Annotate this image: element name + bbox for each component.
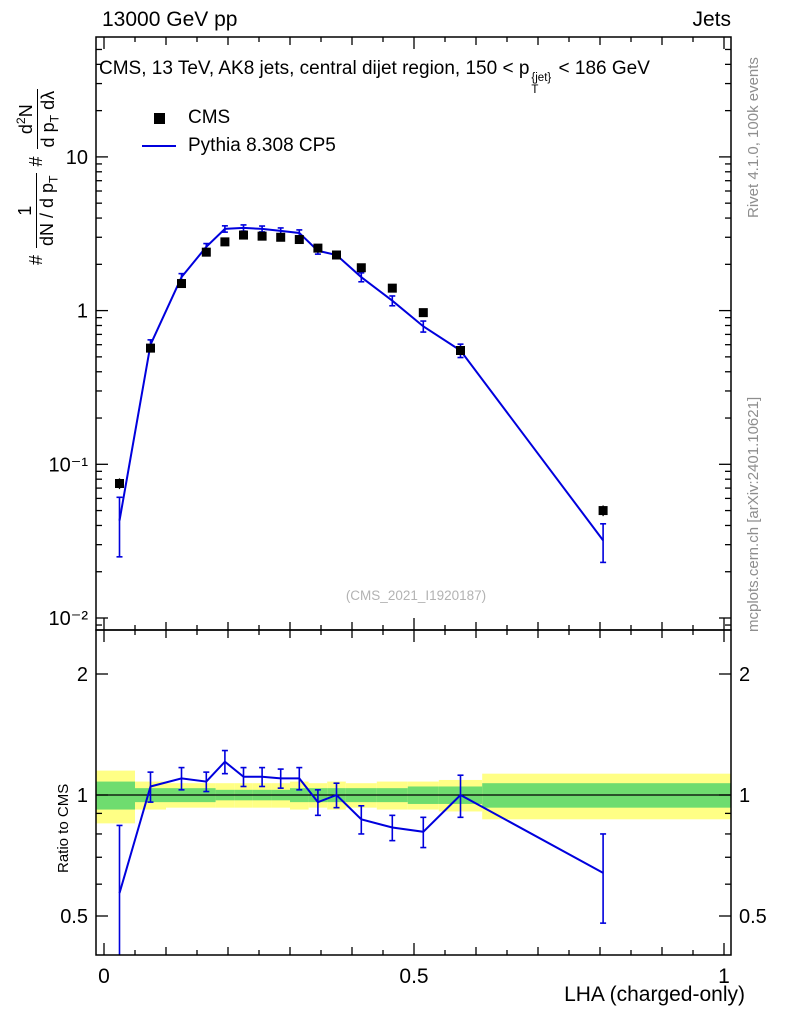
y-axis-label: #1 dN / d pT # d2N d pT dλ (14, 85, 61, 268)
plot-title-tail: < 186 GeV (553, 58, 650, 79)
svg-text:1: 1 (739, 785, 750, 807)
rivet-version-note: Rivet 4.1.0, 100k events (745, 57, 762, 218)
pythia-swatch (142, 144, 176, 148)
svg-text:0: 0 (98, 965, 110, 988)
norm-fraction: 1 dN / d pT (15, 173, 61, 248)
pt-superscript: {jet} (531, 72, 552, 84)
axis-ticks (96, 37, 731, 955)
svg-text:1: 1 (718, 965, 730, 988)
legend-label-cms: CMS (188, 107, 231, 128)
legend-entry-pythia: Pythia 8.308 CP5 (142, 132, 336, 160)
ratio-y-axis-label: Ratio to CMS (55, 783, 72, 873)
svg-text:0.5: 0.5 (739, 906, 767, 928)
ratio-curve (116, 749, 607, 955)
pythia-curve (116, 224, 607, 564)
svg-text:10⁻²: 10⁻² (49, 608, 89, 630)
svg-text:10: 10 (66, 147, 88, 169)
hash-symbol: # (26, 254, 47, 265)
svg-text:2: 2 (77, 664, 88, 686)
svg-text:10⁻¹: 10⁻¹ (49, 454, 89, 476)
cms-swatch (142, 112, 176, 124)
legend: CMS Pythia 8.308 CP5 (142, 104, 336, 160)
cms-square-marker-icon (153, 112, 165, 124)
svg-text:1: 1 (77, 785, 88, 807)
svg-text:1: 1 (77, 301, 88, 323)
pythia-line-marker-icon (142, 144, 176, 148)
legend-entry-cms: CMS (142, 104, 336, 132)
svg-text:0.5: 0.5 (399, 965, 428, 988)
legend-label-pythia: Pythia 8.308 CP5 (188, 135, 336, 156)
distribution-fraction: d2N d pT dλ (14, 88, 62, 150)
pt-jet-script: {jet} T (531, 72, 552, 96)
cms-data-points (115, 230, 608, 517)
x-axis-label: LHA (charged-only) (564, 983, 745, 1006)
svg-text:2: 2 (739, 664, 750, 686)
pt-subscript: T (531, 83, 539, 96)
beam-energy-label: 13000 GeV pp (102, 8, 238, 31)
mcplots-arxiv-note: mcplots.cern.ch [arXiv:2401.10621] (745, 396, 762, 632)
analysis-id-watermark: (CMS_2021_I1920187) (345, 588, 487, 603)
process-label: Jets (692, 8, 731, 31)
svg-text:0.5: 0.5 (60, 906, 88, 928)
hash-symbol-2: # (26, 156, 47, 167)
plot-title-text: CMS, 13 TeV, AK8 jets, central dijet reg… (99, 58, 530, 79)
plot-title: CMS, 13 TeV, AK8 jets, central dijet reg… (99, 58, 650, 96)
